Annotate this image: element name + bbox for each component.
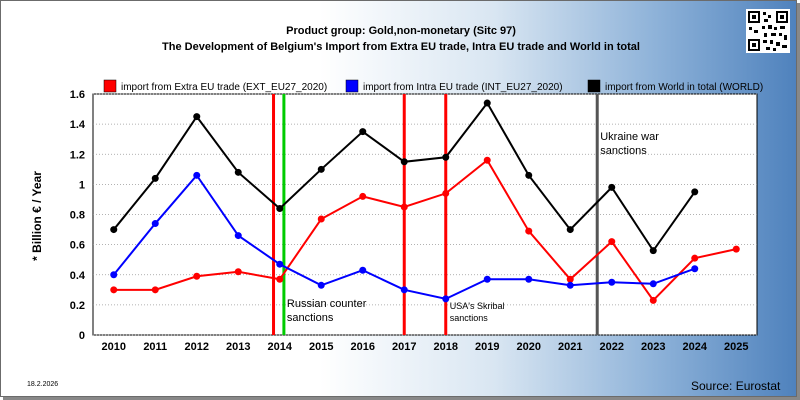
source-label: Source: Eurostat [691, 379, 781, 393]
data-point [400, 203, 408, 211]
data-point [608, 238, 616, 246]
x-tick-label: 2018 [434, 341, 458, 353]
data-point [566, 226, 574, 234]
chart-title: Product group: Gold,non-monetary (Sitc 9… [286, 25, 516, 37]
data-point [234, 268, 242, 276]
legend-label: import from Extra EU trade (EXT_EU27_202… [121, 82, 327, 93]
event-label: USA's Skribal sanctions [450, 301, 505, 323]
data-point [566, 281, 574, 289]
x-tick-label: 2019 [475, 341, 499, 353]
data-point [317, 165, 325, 173]
event-label: Russian counter sanctions [287, 298, 367, 324]
y-tick-label: 0.6 [70, 240, 85, 252]
legend-swatch [345, 79, 359, 93]
y-tick-label: 0.4 [70, 270, 86, 282]
data-point [691, 265, 699, 273]
data-point [110, 286, 118, 294]
x-tick-label: 2012 [185, 341, 209, 353]
data-point [276, 275, 284, 283]
y-tick-label: 0.8 [70, 210, 85, 222]
x-tick-label: 2013 [226, 341, 250, 353]
data-point [151, 174, 159, 182]
data-point [566, 275, 574, 283]
data-point [525, 227, 533, 235]
data-point [234, 168, 242, 176]
data-point [483, 99, 491, 107]
date-label: 18.2.2026 [27, 381, 59, 388]
x-tick-label: 2016 [351, 341, 375, 353]
data-point [359, 192, 367, 200]
data-point [649, 280, 657, 288]
data-point [234, 232, 242, 240]
data-point [691, 254, 699, 262]
y-tick-label: 1.6 [70, 89, 85, 101]
data-point [483, 156, 491, 164]
data-point [276, 204, 284, 212]
data-point [608, 183, 616, 191]
legend-swatch [587, 79, 601, 93]
data-point [649, 247, 657, 255]
x-tick-label: 2023 [641, 341, 665, 353]
data-point [317, 215, 325, 223]
x-tick-label: 2020 [517, 341, 541, 353]
legend-label: import from Intra EU trade (INT_EU27_202… [363, 82, 563, 93]
x-tick-label: 2011 [143, 341, 167, 353]
y-tick-label: 0.2 [70, 300, 85, 312]
data-point [649, 296, 657, 304]
data-point [400, 286, 408, 294]
data-point [359, 128, 367, 136]
data-point [525, 275, 533, 283]
y-tick-label: 1 [79, 179, 85, 191]
data-point [691, 188, 699, 196]
y-tick-label: 0 [79, 330, 85, 342]
legend-label: import from World in total (WORLD) [605, 82, 763, 93]
data-point [110, 271, 118, 279]
data-point [110, 226, 118, 234]
data-point [525, 171, 533, 179]
data-point [151, 286, 159, 294]
x-tick-label: 2017 [392, 341, 416, 353]
data-point [442, 153, 450, 161]
y-tick-label: 1.2 [70, 149, 85, 161]
x-tick-label: 2015 [309, 341, 333, 353]
data-point [732, 245, 740, 253]
x-tick-label: 2022 [600, 341, 624, 353]
chart-subtitle: The Development of Belgium's Import from… [162, 41, 640, 53]
data-point [317, 281, 325, 289]
data-point [608, 278, 616, 286]
x-tick-label: 2021 [558, 341, 582, 353]
data-point [193, 272, 201, 280]
x-tick-label: 2014 [268, 341, 293, 353]
data-point [442, 189, 450, 197]
x-tick-label: 2024 [683, 341, 708, 353]
event-label: Ukraine war sanctions [600, 131, 659, 157]
data-point [442, 295, 450, 303]
data-point [193, 113, 201, 121]
qr-code-icon [746, 9, 790, 53]
data-point [359, 266, 367, 274]
data-point [276, 260, 284, 268]
data-point [193, 171, 201, 179]
legend-swatch [103, 79, 117, 93]
data-point [151, 220, 159, 228]
x-tick-label: 2010 [102, 341, 126, 353]
y-tick-label: 1.4 [70, 119, 86, 131]
x-tick-label: 2025 [724, 341, 748, 353]
data-point [400, 158, 408, 166]
series-line-1 [113, 158, 737, 302]
data-point [483, 275, 491, 283]
